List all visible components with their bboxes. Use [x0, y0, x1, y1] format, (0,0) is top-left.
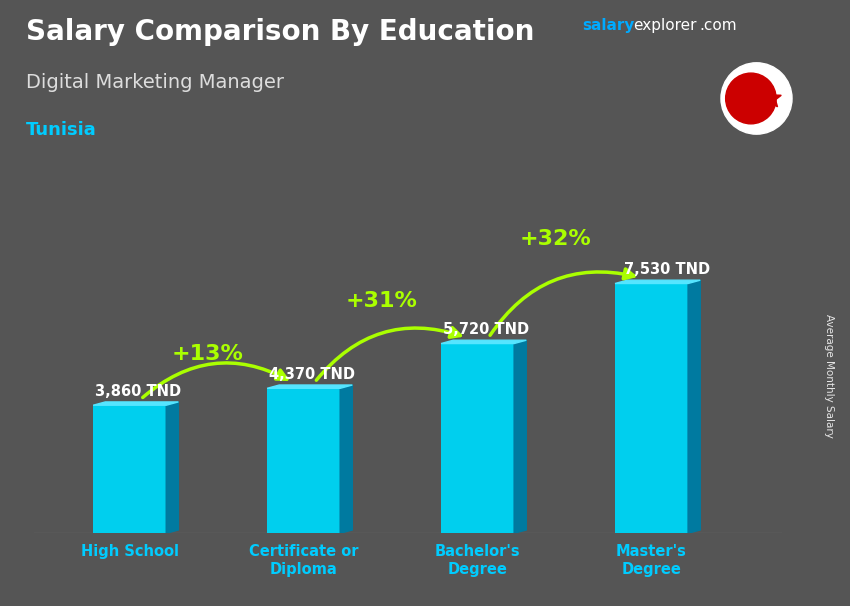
- FancyBboxPatch shape: [94, 405, 167, 533]
- Polygon shape: [441, 340, 526, 344]
- Polygon shape: [514, 340, 526, 533]
- Polygon shape: [615, 280, 700, 284]
- Text: 7,530 TND: 7,530 TND: [624, 262, 710, 277]
- FancyBboxPatch shape: [267, 388, 340, 533]
- Polygon shape: [688, 280, 700, 533]
- Text: Tunisia: Tunisia: [26, 121, 96, 139]
- FancyBboxPatch shape: [615, 284, 688, 533]
- Text: salary: salary: [582, 18, 635, 33]
- Circle shape: [726, 73, 776, 124]
- Text: 3,860 TND: 3,860 TND: [95, 384, 181, 399]
- Text: Digital Marketing Manager: Digital Marketing Manager: [26, 73, 284, 92]
- Text: Salary Comparison By Education: Salary Comparison By Education: [26, 18, 534, 46]
- Polygon shape: [762, 88, 781, 107]
- Text: +32%: +32%: [520, 229, 592, 249]
- Text: 4,370 TND: 4,370 TND: [269, 367, 354, 382]
- Text: +31%: +31%: [346, 291, 418, 311]
- Circle shape: [721, 63, 792, 134]
- Text: Average Monthly Salary: Average Monthly Salary: [824, 314, 834, 438]
- Text: +13%: +13%: [172, 344, 244, 364]
- Text: 5,720 TND: 5,720 TND: [443, 322, 529, 338]
- Polygon shape: [167, 402, 178, 533]
- Polygon shape: [94, 402, 178, 405]
- Polygon shape: [340, 385, 353, 533]
- FancyBboxPatch shape: [441, 344, 514, 533]
- Text: .com: .com: [700, 18, 737, 33]
- Text: explorer: explorer: [633, 18, 697, 33]
- Polygon shape: [267, 385, 353, 388]
